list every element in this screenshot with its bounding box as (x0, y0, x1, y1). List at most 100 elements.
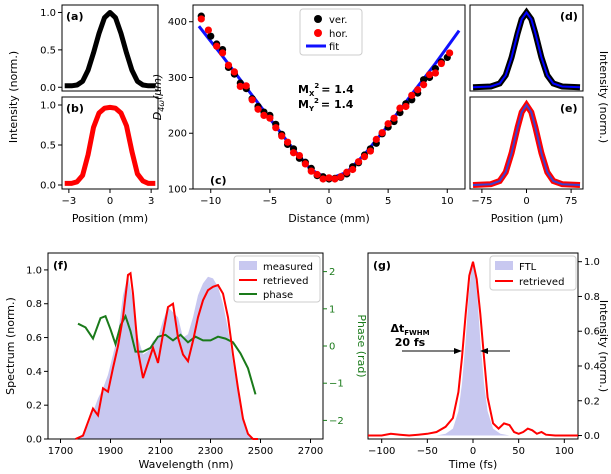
panel-f-xtick-label: 1900 (98, 446, 123, 457)
panel-c-hor-point (213, 42, 221, 50)
panel-g-ytick-label: 0.2 (584, 396, 600, 407)
panel-b-xtick-label: −3 (61, 196, 76, 207)
panel-c-hor-point (197, 15, 205, 23)
legend-g-retrieved-label: retrieved (519, 277, 564, 288)
panel-c-my-annotation: MY2 = 1.4 (298, 97, 354, 113)
panel-c-hor-point (420, 81, 428, 89)
panel-f-xtick-label: 2300 (198, 446, 223, 457)
legend-measured-swatch (239, 261, 257, 270)
panel-g-xtick-label: 0 (470, 446, 476, 457)
panel-c-hor-point (431, 69, 440, 77)
panel-f-ylabel-right: Phase (rad) (355, 314, 368, 377)
panel-f-ytick-label: 0.4 (26, 367, 42, 378)
legend-retrieved-label: retrieved (263, 276, 308, 287)
panel-c-hor-point (230, 68, 238, 76)
panel-b-xlabel: Position (mm) (72, 212, 148, 225)
panel-e-fit-line (472, 103, 581, 186)
panel-d-label: (d) (560, 10, 578, 23)
panel-g-legend: FTL retrieved (489, 255, 577, 291)
panel-b-profile-line (64, 104, 156, 186)
panel-g-xtick-label: −50 (417, 446, 438, 457)
panel-c-ytick-label: 100 (168, 185, 187, 196)
panel-f-measured-area (75, 275, 253, 439)
panel-a-ytick-label: 0.5 (40, 45, 56, 56)
panel-d-fit-line (472, 10, 581, 89)
panel-c-hor-point (331, 175, 339, 183)
panel-c-hor-point (354, 158, 363, 166)
panel-c-hor-point (278, 132, 286, 140)
panel-c-hor-point (396, 104, 404, 112)
panel-c-hor-point (319, 175, 327, 183)
panel-f-right-ytick-label: 1 (329, 304, 335, 315)
panel-g-duration-value: 20 fs (395, 336, 426, 349)
panel-c-hor-point (390, 114, 398, 122)
panel-c-hor-point (437, 59, 445, 68)
panel-e-data-line (472, 99, 581, 188)
panel-c-xtick-label: 0 (326, 196, 332, 207)
panel-c-label: (c) (210, 174, 227, 187)
panel-a-label: (a) (66, 10, 83, 23)
panel-g-label: (g) (373, 259, 391, 272)
panel-g-xtick-label: 50 (512, 446, 525, 457)
panel-f-legend: measured retrieved phase (233, 255, 321, 303)
panel-g-xlabel: Time (fs) (448, 458, 498, 471)
panel-f-xlabel: Wavelength (nm) (138, 458, 233, 471)
panel-a-ytick-label: 1.0 (40, 8, 56, 19)
legend-measured-label: measured (263, 262, 313, 273)
panel-d-data-line (472, 7, 581, 91)
panel-f-xtick-label: 2100 (148, 446, 173, 457)
panel-e-label: (e) (560, 102, 578, 115)
panel-g-ytick-label: 0.6 (584, 327, 600, 338)
panel-c-ylabel: D4ω(μm) (151, 74, 166, 121)
panel-c-hor-point (360, 153, 369, 161)
panel-c-hor-point (402, 102, 410, 111)
legend-hor-marker (314, 29, 322, 37)
panel-c-xtick-label: −10 (200, 196, 221, 207)
panel-c-hor-point (266, 114, 274, 122)
panel-c-hor-point (272, 124, 280, 132)
panel-g-arrowhead-left (454, 348, 462, 354)
panel-a-frame (61, 4, 159, 92)
panel-g-ytick-label: 1.0 (584, 257, 600, 268)
panel-c-hor-point (301, 160, 309, 168)
panel-c-hor-point (313, 170, 321, 179)
panel-c-hor-point (307, 167, 315, 175)
panel-c-xtick-label: −5 (262, 196, 277, 207)
panel-c-hor-point (236, 82, 244, 91)
panel-f-ytick-label: 0.6 (26, 333, 42, 344)
panel-c-ytick-label: 400 (168, 17, 187, 28)
panel-f-retrieved-line (75, 271, 258, 440)
panel-c-hor-point (349, 165, 357, 174)
panel-c-ver-point (420, 76, 428, 84)
panel-c-hor-point (337, 173, 345, 181)
legend-ftl-swatch (495, 261, 513, 270)
panel-c-hor-point (378, 129, 386, 137)
panel-c-hor-point (372, 135, 380, 143)
panel-f-xtick-label: 2500 (248, 446, 273, 457)
panel-c-hor-point (414, 86, 422, 94)
panel-c-hor-point (446, 49, 454, 57)
panel-f-ytick-label: 0.8 (26, 299, 42, 310)
panel-c-hor-point (289, 149, 298, 157)
legend-phase-label: phase (263, 290, 293, 301)
panel-c-ytick-label: 200 (168, 129, 187, 140)
panel-c-xlabel: Distance (mm) (288, 212, 370, 225)
panel-c-hor-point (284, 138, 292, 146)
panel-b-ytick-label: 0.5 (40, 141, 56, 152)
panel-g-ftl-area (436, 261, 510, 436)
panel-c-hor-point (425, 71, 434, 79)
legend-hor-label: hor. (329, 29, 348, 40)
panel-c-hor-point (384, 120, 392, 128)
panel-g-duration-label: ΔtFWHM (390, 322, 429, 337)
panel-c-hor-point (204, 26, 212, 34)
panel-e-xtick-label: −75 (471, 196, 492, 207)
legend-ver-label: ver. (329, 15, 347, 26)
panel-e-xtick-label: 0 (523, 196, 529, 207)
panel-c-hor-point (295, 151, 304, 160)
panel-f-xtick-label: 1700 (48, 446, 73, 457)
panel-g-xtick-label: −100 (368, 446, 395, 457)
panel-a-ytick-label: 0.0 (40, 83, 56, 94)
panel-a-profile-line (64, 10, 156, 89)
panel-c-hor-point (260, 111, 268, 119)
panel-g-ytick-label: 0.8 (584, 292, 600, 303)
